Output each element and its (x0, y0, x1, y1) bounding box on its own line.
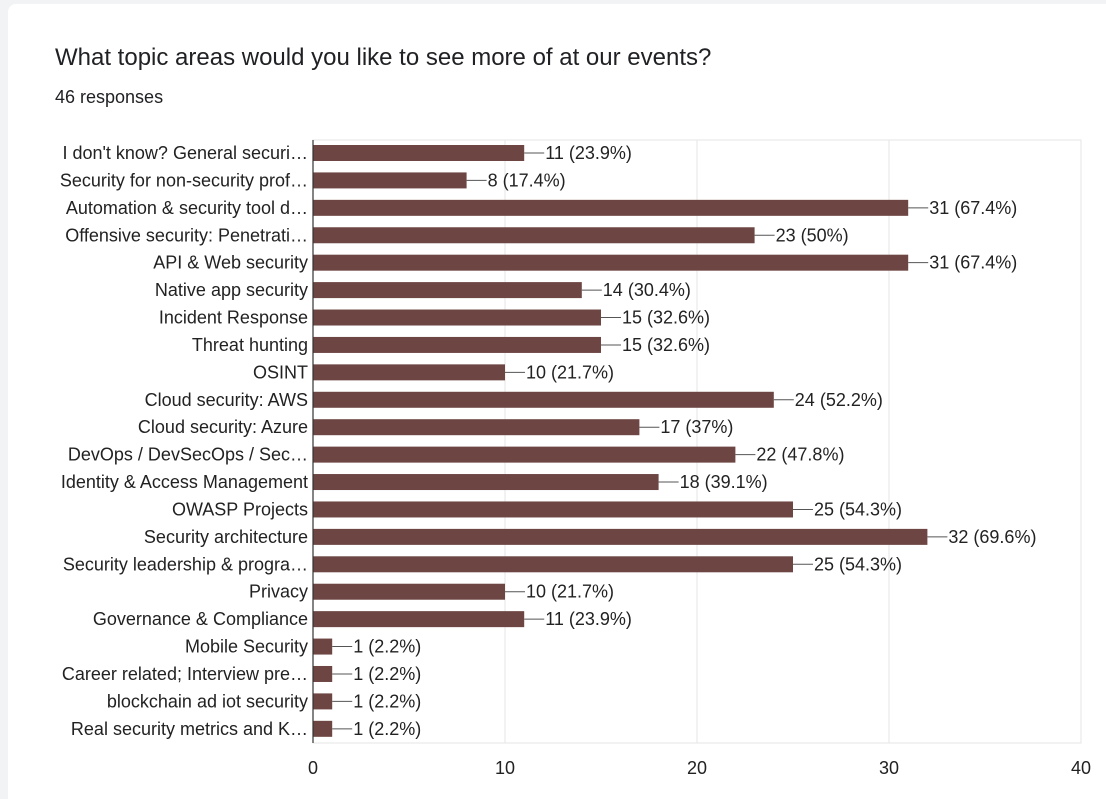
bar (313, 665, 333, 682)
x-tick-label: 30 (879, 758, 899, 778)
bar (313, 391, 774, 408)
data-label: 8 (17.4%) (488, 170, 566, 190)
bar (313, 282, 582, 299)
bar (313, 145, 525, 161)
x-tick-label: 20 (687, 758, 707, 778)
category-label: Privacy (249, 582, 308, 602)
category-label: Offensive security: Penetrati… (65, 225, 308, 245)
category-label: Identity & Access Management (61, 472, 308, 492)
data-label: 17 (37%) (660, 417, 733, 437)
bar (313, 583, 505, 600)
data-label: 1 (2.2%) (353, 691, 421, 711)
bar (313, 227, 755, 244)
data-label: 31 (67.4%) (929, 253, 1017, 273)
x-tick-label: 0 (308, 758, 318, 778)
category-label: Automation & security tool d… (66, 198, 308, 218)
bar (313, 501, 793, 518)
data-label: 11 (23.9%) (545, 609, 632, 629)
data-label: 25 (54.3%) (814, 554, 902, 574)
data-label: 1 (2.2%) (353, 637, 421, 657)
bar (313, 720, 333, 737)
bar (313, 528, 928, 545)
data-label: 11 (23.9%) (545, 143, 632, 163)
chart-title: What topic areas would you like to see m… (55, 44, 712, 71)
category-label: Governance & Compliance (93, 609, 308, 629)
x-tick-label: 40 (1071, 758, 1091, 778)
data-label: 31 (67.4%) (929, 198, 1017, 218)
data-label: 1 (2.2%) (353, 664, 421, 684)
bar (313, 199, 909, 216)
bar (313, 556, 793, 573)
data-label: 10 (21.7%) (526, 362, 614, 382)
bar (313, 693, 333, 710)
category-label: Real security metrics and K… (71, 719, 308, 739)
category-label: OSINT (253, 362, 308, 382)
category-label: Incident Response (159, 308, 308, 328)
category-label: Mobile Security (185, 637, 308, 657)
data-label: 15 (32.6%) (622, 335, 710, 355)
category-label: Threat hunting (192, 335, 308, 355)
data-label: 15 (32.6%) (622, 308, 710, 328)
x-tick-label: 10 (495, 758, 515, 778)
category-label: blockchain ad iot security (107, 691, 308, 711)
category-label: Career related; Interview pre… (62, 664, 308, 684)
data-label: 22 (47.8%) (756, 445, 844, 465)
response-count: 46 responses (55, 87, 164, 107)
category-label: DevOps / DevSecOps / Sec… (68, 445, 308, 465)
bar (313, 309, 601, 326)
category-label: Cloud security: Azure (138, 417, 308, 437)
bar (313, 172, 467, 189)
bar (313, 638, 333, 655)
data-label: 14 (30.4%) (603, 280, 691, 300)
bar (313, 419, 640, 436)
bar (313, 336, 601, 353)
data-label: 24 (52.2%) (795, 390, 883, 410)
category-label: Security leadership & progra… (63, 554, 308, 574)
bar (313, 364, 505, 381)
category-label: API & Web security (153, 253, 308, 273)
data-label: 25 (54.3%) (814, 499, 902, 519)
category-label: Security architecture (144, 527, 308, 547)
data-label: 10 (21.7%) (526, 582, 614, 602)
bar (313, 611, 525, 628)
data-label: 18 (39.1%) (680, 472, 768, 492)
bar (313, 254, 909, 271)
category-label: I don't know? General securi… (62, 143, 308, 163)
data-label: 23 (50%) (776, 225, 849, 245)
bar (313, 474, 659, 491)
bar (313, 446, 736, 463)
category-label: Cloud security: AWS (145, 390, 308, 410)
data-label: 1 (2.2%) (353, 719, 421, 739)
category-label: OWASP Projects (172, 499, 308, 519)
category-label: Security for non-security prof… (60, 170, 308, 190)
category-label: Native app security (155, 280, 308, 300)
data-label: 32 (69.6%) (948, 527, 1036, 547)
